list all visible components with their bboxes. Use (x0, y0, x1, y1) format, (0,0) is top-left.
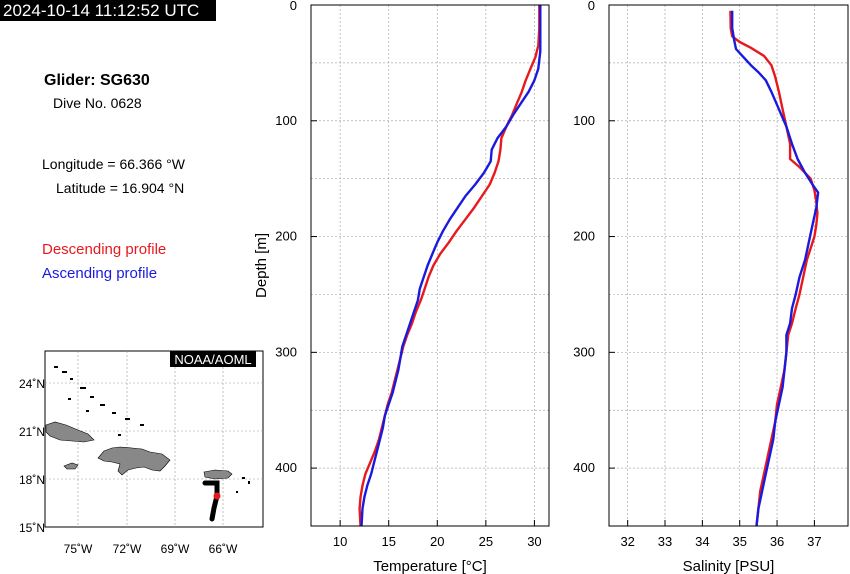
glider-name: Glider: SG630 (44, 72, 150, 89)
map-lat-tick: 21˚N (19, 425, 45, 439)
y-tick-label: 0 (290, 0, 297, 13)
y-tick-label: 400 (275, 460, 297, 475)
latitude-label: Latitude = 16.904 °N (56, 180, 185, 196)
y-tick-label: 200 (275, 229, 297, 244)
legend-descending: Descending profile (42, 241, 167, 258)
puerto-rico-landmass (203, 469, 233, 480)
glider-position-marker (213, 492, 221, 500)
plot-frame (310, 4, 550, 527)
map-credit-box (170, 351, 256, 367)
x-tick-label: 15 (381, 534, 395, 549)
series-line (731, 10, 820, 527)
x-tick-label: 10 (333, 534, 347, 549)
y-tick-label: 200 (573, 229, 595, 244)
bahamas-islands (54, 366, 250, 493)
map-lat-tick: 24˚N (19, 377, 45, 391)
y-tick-label: 0 (588, 0, 595, 13)
y-axis-label: Depth [m] (253, 233, 270, 298)
y-tick-label: 100 (573, 113, 595, 128)
map-lon-tick: 75˚W (64, 542, 93, 556)
y-tick-label: 300 (573, 344, 595, 359)
x-tick-label: 35 (732, 534, 746, 549)
x-tick-label: 25 (479, 534, 493, 549)
y-tick-label: 300 (275, 344, 297, 359)
series-line (358, 5, 541, 527)
legend-ascending: Ascending profile (42, 265, 158, 282)
x-tick-label: 32 (620, 534, 634, 549)
x-axis-label: Temperature [°C] (373, 558, 487, 574)
plot-frame (608, 4, 849, 527)
cuba-landmass (45, 421, 95, 443)
location-map: NOAA/AOML 24˚N 21˚N 18˚N 15˚N 75˚W 72˚W … (19, 350, 264, 556)
dive-number: Dive No. 0628 (53, 95, 142, 111)
timestamp-label: 2024-10-14 11:12:52 UTC (0, 0, 216, 21)
longitude-label: Longitude = 66.366 °W (42, 156, 185, 172)
profile-chart-1: 32 33 34 35 36 37 0 100 200 300 400 Salinity [PSU] (573, 0, 849, 574)
map-lat-tick: 15˚N (19, 521, 45, 535)
x-tick-label: 30 (527, 534, 541, 549)
map-lon-tick: 69˚W (161, 542, 190, 556)
jamaica-landmass (63, 462, 79, 470)
x-tick-label: 34 (695, 534, 709, 549)
map-credit: NOAA/AOML (174, 352, 251, 367)
hispaniola-landmass (97, 446, 171, 476)
series-line (360, 5, 542, 527)
x-tick-label: 37 (807, 534, 821, 549)
x-axis-label: Salinity [PSU] (683, 558, 775, 574)
series-line (729, 10, 819, 527)
map-lat-tick: 18˚N (19, 473, 45, 487)
map-lon-tick: 66˚W (209, 542, 238, 556)
y-tick-label: 400 (573, 460, 595, 475)
y-tick-label: 100 (275, 113, 297, 128)
x-tick-label: 20 (430, 534, 444, 549)
x-tick-label: 33 (658, 534, 672, 549)
x-tick-label: 36 (770, 534, 784, 549)
map-lon-tick: 72˚W (113, 542, 142, 556)
